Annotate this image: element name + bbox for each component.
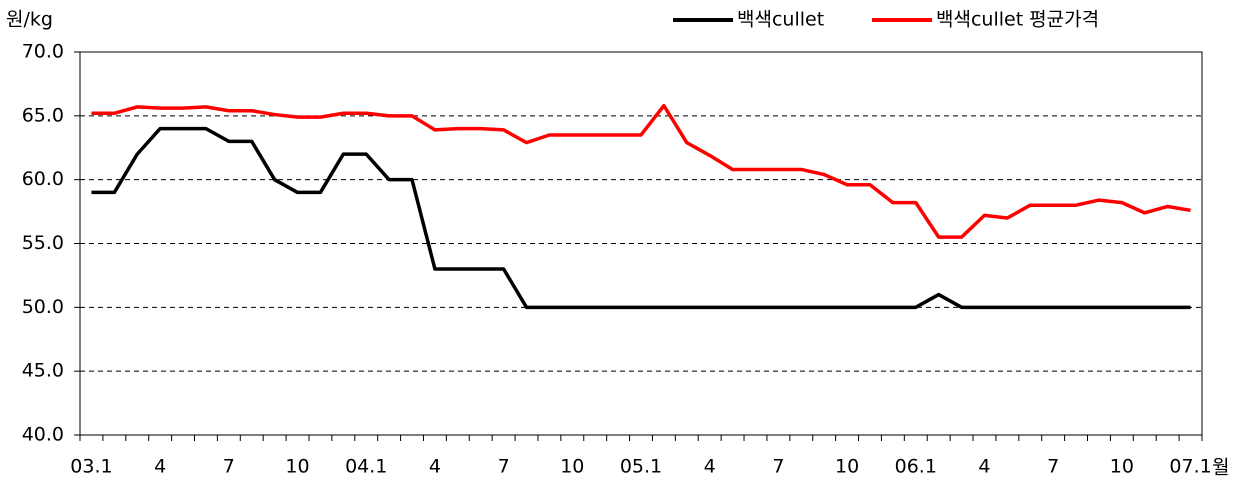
y-axis-label: 원/kg [6, 9, 53, 31]
legend-label: 백색cullet 평균가격 [936, 9, 1099, 31]
legend-label: 백색cullet [737, 9, 824, 31]
x-tick-label: 05.1 [620, 456, 662, 478]
series-line [91, 126, 1191, 310]
y-tick-label: 45.0 [22, 360, 64, 382]
y-tick-label: 55.0 [22, 232, 64, 254]
x-tick-label: 10 [835, 456, 859, 478]
x-axis-label: 월 [1212, 457, 1229, 479]
x-tick-label: 07.1 [1169, 456, 1211, 478]
y-tick-label: 50.0 [22, 296, 64, 318]
x-tick-label: 4 [154, 456, 166, 478]
x-tick-label: 4 [978, 456, 990, 478]
x-tick-label: 7 [223, 456, 235, 478]
y-tick-label: 60.0 [22, 168, 64, 190]
y-tick-label: 40.0 [22, 424, 64, 446]
x-tick-label: 4 [429, 456, 441, 478]
x-tick-label: 10 [285, 456, 309, 478]
series-line [91, 103, 1191, 239]
x-tick-label: 10 [560, 456, 584, 478]
x-tick-label: 10 [1110, 456, 1134, 478]
x-tick-label: 06.1 [895, 456, 937, 478]
x-tick-label: 7 [498, 456, 510, 478]
x-tick-label: 7 [772, 456, 784, 478]
x-tick-label: 04.1 [345, 456, 387, 478]
x-tick-label: 03.1 [70, 456, 112, 478]
x-tick-label: 4 [704, 456, 716, 478]
y-tick-label: 65.0 [22, 104, 64, 126]
plot-border [79, 51, 1203, 436]
y-tick-label: 70.0 [22, 41, 64, 63]
x-tick-label: 7 [1047, 456, 1059, 478]
